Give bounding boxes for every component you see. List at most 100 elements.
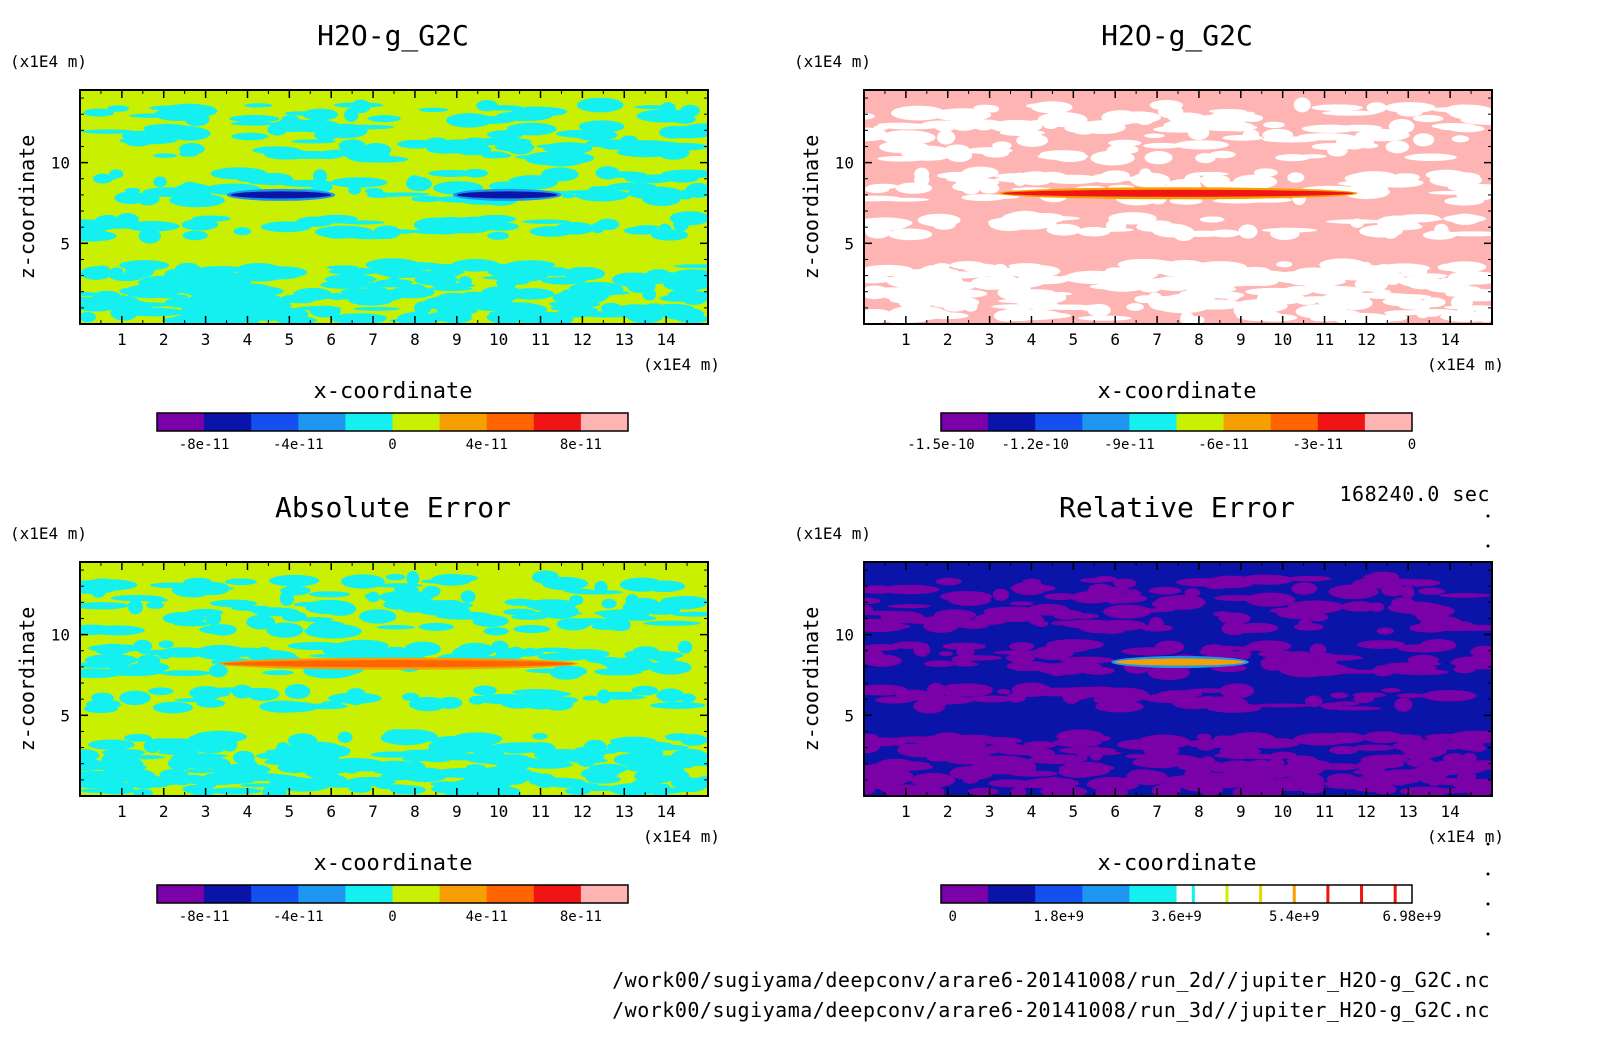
noise-patch: [1422, 689, 1477, 702]
noise-patch: [1322, 110, 1378, 116]
noise-patch: [679, 280, 708, 290]
noise-patch: [185, 293, 231, 309]
noise-patch: [1118, 608, 1175, 613]
noise-patch: [1113, 578, 1137, 588]
noise-patch: [1184, 173, 1202, 186]
noise-patch: [1125, 754, 1151, 759]
noise-patch: [1143, 693, 1198, 704]
noise-patch: [864, 644, 901, 651]
noise-patch: [209, 599, 258, 608]
noise-patch: [569, 595, 584, 606]
noise-patch: [1332, 701, 1360, 706]
noise-patch: [472, 743, 505, 759]
noise-patch: [272, 776, 312, 787]
noise-patch: [496, 111, 552, 122]
noise-patch: [992, 588, 1009, 601]
x-tick-label: 12: [573, 330, 592, 349]
noise-patch: [1090, 173, 1128, 184]
noise-patch: [569, 589, 624, 595]
noise-patch: [1037, 152, 1089, 160]
noise-patch: [131, 778, 158, 789]
noise-patch: [1287, 575, 1332, 582]
noise-patch: [879, 141, 917, 153]
noise-patch: [1253, 168, 1278, 177]
noise-patch: [1221, 622, 1248, 636]
margin-dot: [1486, 932, 1490, 936]
colorbar-swatch: [1129, 413, 1177, 431]
noise-patch: [1155, 126, 1177, 133]
noise-patch: [557, 648, 610, 659]
noise-patch: [531, 602, 559, 611]
noise-patch: [650, 701, 706, 709]
noise-patch: [364, 187, 384, 195]
x-tick-label: 11: [531, 330, 550, 349]
noise-patch: [545, 696, 579, 704]
noise-patch: [301, 617, 334, 623]
noise-patch: [158, 640, 174, 649]
noise-patch: [917, 213, 961, 227]
colorbar: -8e-11 -4e-11 0 4e-11 8e-11: [156, 884, 629, 925]
x-tick-label: 3: [201, 802, 211, 821]
noise-patch: [671, 611, 708, 617]
noise-patch: [1402, 744, 1447, 758]
noise-patch: [1354, 276, 1389, 292]
noise-patch: [119, 260, 169, 271]
noise-patch: [503, 608, 536, 616]
noise-patch: [1047, 665, 1067, 677]
noise-patch: [287, 641, 345, 651]
noise-patch: [146, 601, 165, 609]
noise-patch: [1227, 780, 1241, 788]
noise-patch: [414, 274, 458, 286]
noise-patch: [175, 776, 213, 784]
noise-patch: [1026, 289, 1055, 294]
noise-patch: [1381, 687, 1401, 693]
noise-patch: [307, 620, 348, 636]
colorbar-tick-label: 5.4e+9: [1269, 909, 1320, 925]
noise-patch: [1189, 316, 1205, 324]
noise-patch: [369, 192, 404, 198]
noise-patch: [109, 169, 124, 179]
noise-patch: [119, 287, 153, 296]
noise-patch: [244, 103, 273, 108]
noise-patch: [465, 764, 487, 773]
noise-patch: [196, 265, 246, 273]
noise-patch: [305, 703, 348, 710]
noise-patch: [953, 661, 979, 667]
noise-patch: [941, 279, 965, 290]
colorbar-swatch: [251, 885, 299, 903]
noise-patch: [80, 661, 125, 668]
y-tick-label: 5: [60, 234, 70, 253]
noise-patch: [1243, 775, 1257, 783]
noise-patch: [1451, 135, 1470, 143]
noise-patch: [383, 599, 413, 610]
colorbar-swatch: [988, 413, 1036, 431]
colorbar-tick-label: 4e-11: [466, 909, 508, 925]
colorbar-tick-label: -6e-11: [1198, 437, 1249, 453]
noise-patch: [1329, 745, 1359, 755]
noise-patch: [80, 219, 113, 233]
noise-patch: [1297, 133, 1355, 141]
noise-patch: [1195, 153, 1216, 164]
noise-patch: [990, 119, 1043, 133]
noise-patch: [1389, 734, 1423, 743]
noise-patch: [1341, 601, 1378, 612]
noise-patch: [1298, 618, 1313, 631]
noise-patch: [489, 181, 521, 191]
noise-patch: [1200, 645, 1250, 651]
noise-patch: [422, 585, 441, 598]
noise-patch: [1029, 305, 1083, 310]
noise-patch: [1309, 666, 1358, 675]
noise-patch: [1416, 613, 1440, 622]
noise-patch: [80, 774, 99, 787]
noise-patch: [1199, 216, 1225, 223]
noise-patch: [107, 105, 130, 112]
noise-patch: [80, 788, 113, 793]
noise-patch: [148, 687, 174, 696]
noise-patch: [864, 226, 898, 231]
colorbar-swatch: [1270, 413, 1319, 431]
noise-patch: [86, 699, 122, 710]
noise-patch: [361, 143, 392, 158]
noise-patch: [181, 218, 219, 231]
noise-patch: [1011, 682, 1051, 697]
